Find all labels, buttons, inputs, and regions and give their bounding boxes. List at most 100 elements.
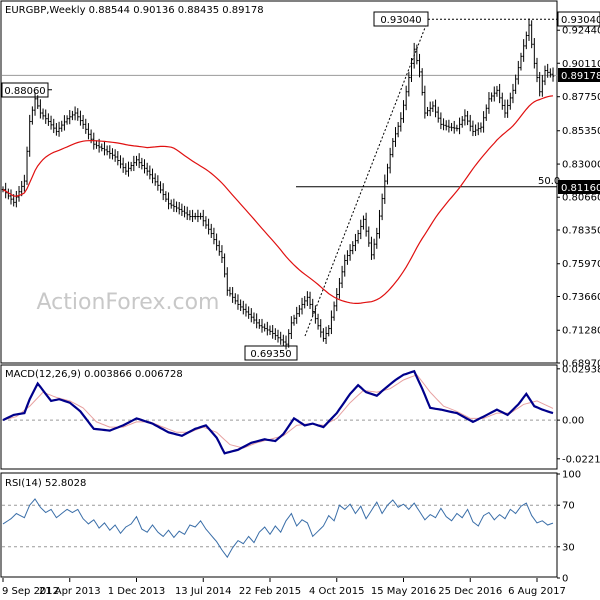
price-tick-label: 0.68970 bbox=[562, 359, 600, 370]
price-bar bbox=[103, 141, 106, 156]
price-bar bbox=[84, 118, 87, 134]
price-bar bbox=[453, 120, 456, 134]
price-bar bbox=[383, 174, 387, 204]
price-bar bbox=[370, 236, 373, 260]
price-bar bbox=[148, 165, 152, 180]
x-tick-label: 13 Jul 2014 bbox=[175, 586, 232, 597]
price-bar bbox=[338, 277, 341, 299]
price-bar bbox=[546, 63, 549, 78]
price-bar bbox=[509, 92, 512, 110]
current-price-label-box bbox=[558, 68, 600, 82]
price-tick-label: 0.90110 bbox=[562, 59, 600, 70]
rsi-tick-label: 100 bbox=[562, 470, 581, 481]
price-bar bbox=[263, 323, 266, 332]
price-bar bbox=[180, 203, 184, 216]
price-bar bbox=[153, 173, 157, 186]
price-bar bbox=[15, 190, 18, 208]
price-bar bbox=[41, 108, 45, 120]
price-bar bbox=[156, 175, 160, 191]
price-bar bbox=[445, 120, 448, 131]
watermark-text: ActionForex.com bbox=[37, 290, 220, 315]
price-bar bbox=[378, 209, 381, 239]
price-bar bbox=[431, 101, 435, 113]
price-bar bbox=[359, 219, 362, 240]
fib-price-label: 0.81160 bbox=[561, 183, 600, 194]
price-bar bbox=[135, 155, 138, 166]
price-bar bbox=[127, 161, 130, 177]
price-bar bbox=[522, 39, 525, 62]
macd-tick-label: 0.029387 bbox=[562, 364, 600, 375]
price-bar bbox=[482, 111, 485, 133]
high-annotation-box bbox=[373, 11, 429, 27]
price-bar bbox=[271, 324, 274, 339]
price-bar bbox=[234, 293, 237, 305]
price-bar bbox=[33, 92, 37, 116]
price-tick-label: 0.71280 bbox=[562, 326, 600, 337]
trend-projection-line bbox=[304, 19, 429, 337]
price-bar bbox=[346, 250, 349, 265]
price-bar bbox=[410, 57, 413, 82]
price-bar bbox=[319, 319, 322, 338]
price-bar bbox=[20, 180, 23, 197]
price-bar bbox=[95, 140, 98, 149]
price-bar bbox=[429, 101, 432, 117]
price-bar bbox=[298, 305, 301, 317]
price-bar bbox=[388, 147, 392, 174]
price-bar bbox=[412, 42, 416, 69]
price-bar bbox=[287, 329, 290, 348]
price-bar bbox=[348, 244, 352, 261]
price-bar bbox=[183, 205, 186, 218]
x-tick-label: 4 Oct 2015 bbox=[309, 586, 364, 597]
low-annotation-label: 0.69350 bbox=[250, 349, 291, 360]
price-bar bbox=[404, 85, 408, 111]
price-bar bbox=[231, 287, 234, 303]
price-bar bbox=[279, 331, 282, 345]
price-tick-label: 0.85350 bbox=[562, 126, 600, 137]
price-bar bbox=[218, 240, 221, 256]
price-bar bbox=[81, 114, 85, 129]
price-bar bbox=[282, 334, 285, 347]
price-bar bbox=[247, 306, 250, 319]
price-bar bbox=[354, 233, 357, 252]
x-tick-label: 15 May 2016 bbox=[371, 586, 436, 597]
price-bar bbox=[239, 299, 242, 311]
price-bar bbox=[255, 313, 258, 329]
price-bar bbox=[447, 119, 451, 133]
price-bar bbox=[226, 267, 229, 296]
x-tick-label: 9 Sep 2012 bbox=[2, 586, 59, 597]
prior-high-annotation-label: 0.88060 bbox=[4, 86, 45, 97]
price-bar bbox=[332, 301, 336, 321]
price-bar bbox=[311, 298, 314, 317]
price-bar bbox=[116, 151, 120, 166]
price-bar bbox=[250, 308, 253, 323]
price-bar bbox=[105, 145, 109, 156]
price-bar bbox=[242, 300, 245, 315]
price-bar bbox=[442, 118, 445, 131]
price-tick-label: 0.83000 bbox=[562, 160, 600, 171]
macd-line bbox=[2, 369, 554, 455]
price-bar bbox=[113, 149, 117, 162]
rsi-tick-label: 30 bbox=[562, 542, 575, 553]
macd-signal-line bbox=[2, 374, 554, 449]
price-bars bbox=[1, 18, 555, 350]
price-bar bbox=[31, 106, 34, 125]
top-price-label: 0.93040 bbox=[561, 15, 600, 26]
current-price-label: 0.89178 bbox=[561, 71, 600, 82]
price-bar bbox=[463, 109, 467, 126]
price-bar bbox=[65, 115, 69, 125]
top-price-label-box bbox=[557, 11, 600, 27]
price-bar bbox=[469, 114, 472, 132]
x-tick-label: 21 Apr 2013 bbox=[39, 586, 101, 597]
price-bar bbox=[162, 183, 165, 201]
price-bar bbox=[303, 296, 306, 309]
price-bar bbox=[121, 157, 125, 173]
price-bar bbox=[493, 86, 496, 102]
price-bar bbox=[52, 118, 55, 134]
price-bar bbox=[420, 68, 424, 96]
price-bar bbox=[292, 314, 296, 326]
price-bar bbox=[330, 310, 333, 335]
price-bar bbox=[314, 305, 317, 324]
price-bar bbox=[372, 238, 376, 260]
price-bar bbox=[79, 110, 82, 126]
price-bar bbox=[308, 291, 312, 310]
